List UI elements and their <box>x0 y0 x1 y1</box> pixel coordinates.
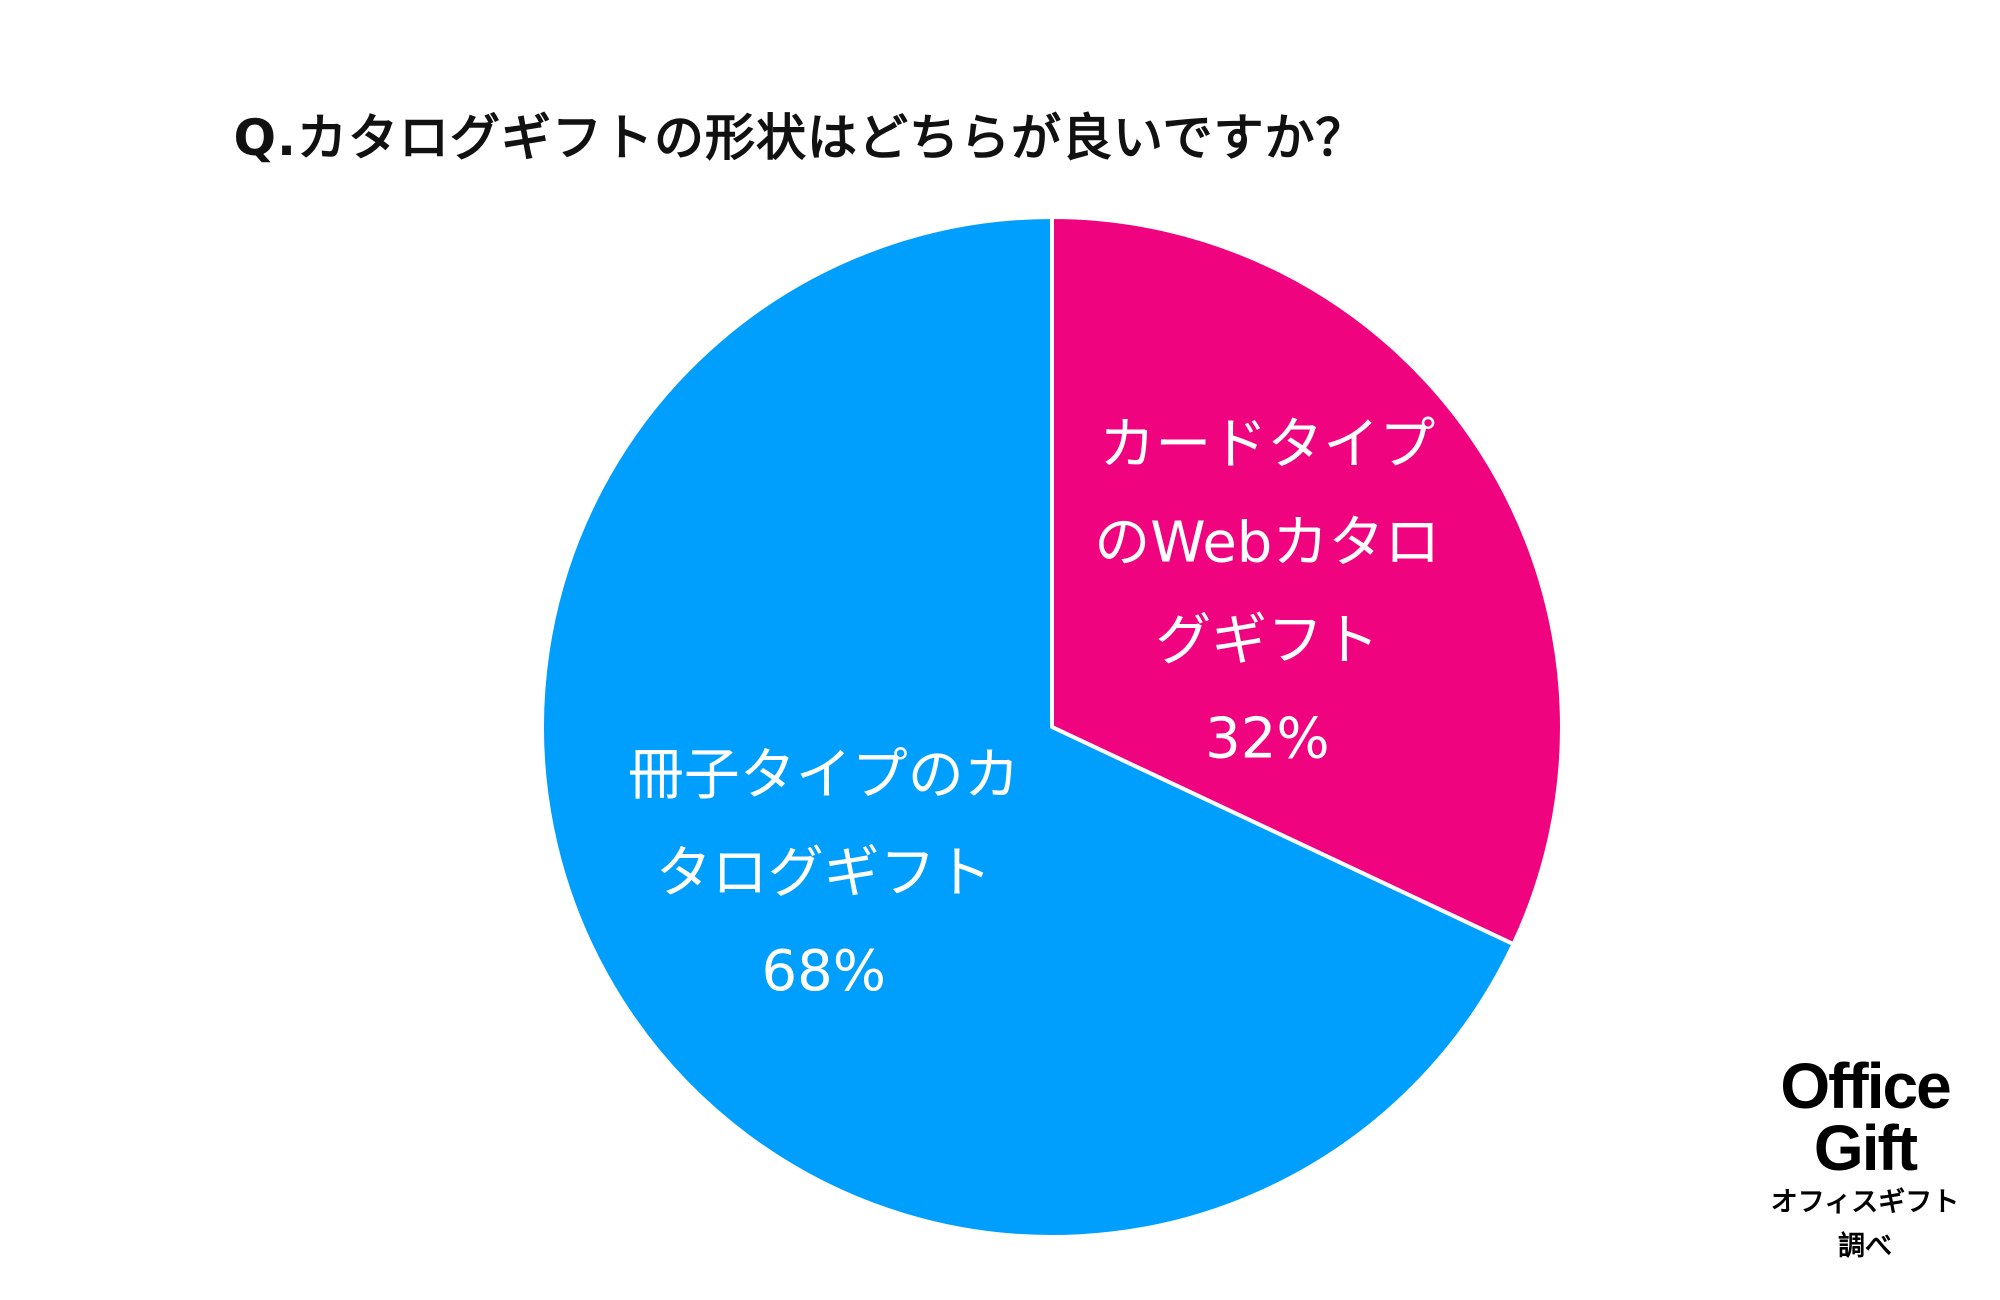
brand-sub-line2: 調べ <box>1838 1231 1892 1262</box>
chart-title: Q.カタログギフトの形状はどちらが良いですか？ <box>233 109 1367 167</box>
brand-name-line1: Office <box>1780 1050 1951 1122</box>
slice-label-1-line-0: 冊子タイプのカ <box>628 743 1020 808</box>
slice-label-1-line-1: タログギフト <box>656 841 992 906</box>
pie-slice-0 <box>1050 215 1564 947</box>
pie-slice-1 <box>540 215 1516 1239</box>
slice-label-0-line-2: グギフト <box>1155 608 1379 673</box>
brand-name-line2: Gift <box>1813 1112 1918 1184</box>
brand-logo: Office Gift オフィスギフト 調べ <box>1750 1050 1980 1267</box>
brand-sub-line1: オフィスギフト <box>1770 1187 1960 1218</box>
slice-label-0-line-1: のWebカタロ <box>1094 510 1440 575</box>
slice-value-label-0: 32% <box>1205 706 1329 771</box>
slice-label-0-line-0: カードタイプ <box>1099 412 1435 477</box>
slice-value-label-1: 68% <box>762 939 886 1004</box>
